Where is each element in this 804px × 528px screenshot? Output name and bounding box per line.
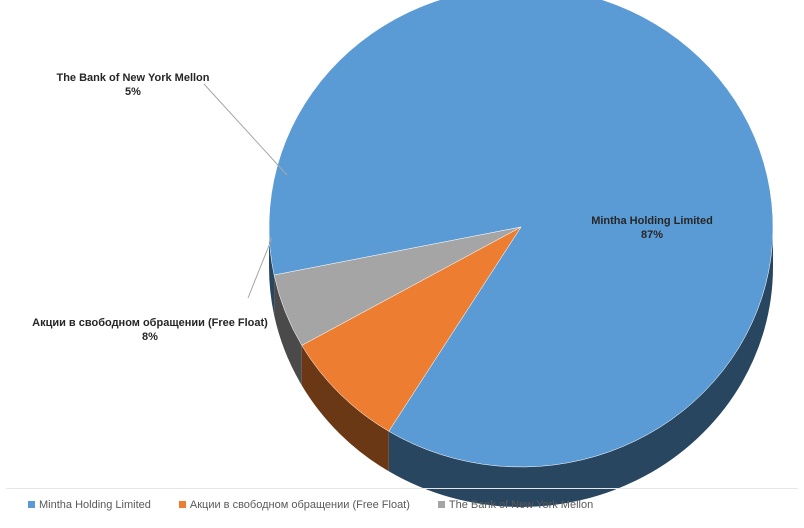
legend-swatch [178, 501, 186, 508]
pie-top-group [268, 0, 774, 468]
pie-slice-1[interactable] [301, 226, 522, 432]
leader-line-free-float [247, 237, 273, 299]
data-label-free-float: Акции в свободном обращении (Free Float)… [20, 316, 280, 344]
data-label-name: Mintha Holding Limited [591, 215, 713, 227]
pie-slice-0[interactable] [268, 0, 774, 468]
legend: Mintha Holding Limited Акции в свободном… [6, 488, 798, 520]
pie-side-group [269, 227, 774, 508]
data-label-mintha: Mintha Holding Limited 87% [572, 214, 732, 242]
legend-label: Акции в свободном обращении (Free Float) [189, 498, 410, 511]
legend-swatch [28, 501, 35, 508]
legend-label: Mintha Holding Limited [39, 498, 151, 511]
legend-item-bny-mellon[interactable]: The Bank of New York Mellon [437, 498, 594, 511]
legend-item-free-float[interactable]: Акции в свободном обращении (Free Float) [178, 498, 410, 511]
data-label-value: 87% [640, 229, 664, 241]
legend-label: The Bank of New York Mellon [448, 498, 594, 511]
pie-slice-side [269, 227, 275, 316]
leader-line-bny-mellon [203, 83, 288, 176]
data-label-bny-mellon: The Bank of New York Mellon 5% [44, 71, 222, 99]
data-label-value: 5% [125, 86, 141, 98]
legend-swatch [437, 501, 445, 508]
pie-slice-side [301, 345, 389, 472]
pie-slice-side [274, 275, 302, 386]
data-label-name: Акции в свободном обращении (Free Float) [32, 317, 268, 329]
data-label-value: 8% [142, 331, 158, 343]
data-label-name: The Bank of New York Mellon [56, 72, 210, 84]
legend-item-mintha[interactable]: Mintha Holding Limited [28, 499, 151, 511]
pie-slice-2[interactable] [273, 226, 522, 346]
pie-slice-side [388, 227, 774, 508]
